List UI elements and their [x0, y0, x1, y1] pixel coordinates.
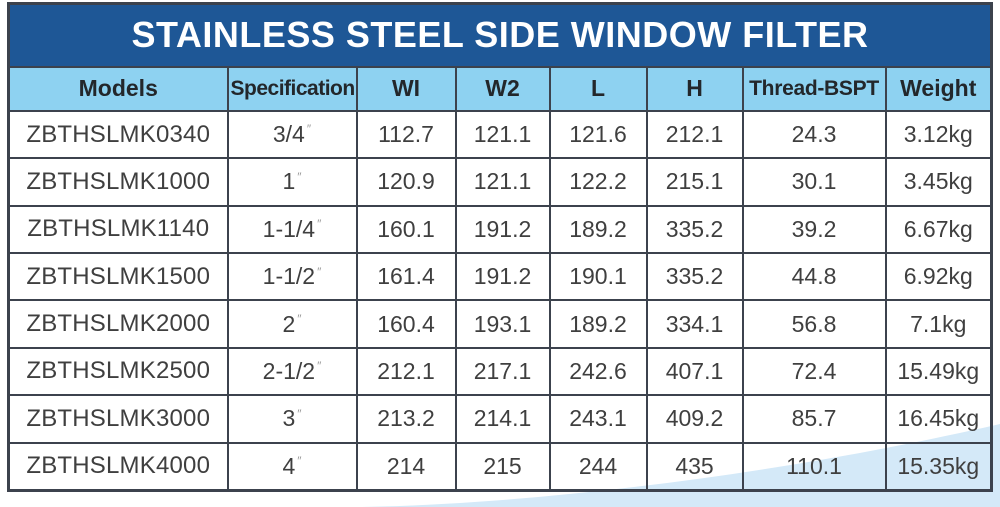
cell-thread: 30.1	[741, 157, 887, 207]
cell-w2: 191.2	[454, 204, 551, 255]
cell-w2: 217.1	[454, 346, 551, 397]
table-row: ZBTHSLMK4000 4 ″ 214 215 244 435 110.1 15.35kg	[7, 441, 993, 492]
cell-weight: 16.45kg	[884, 394, 993, 444]
table-row: ZBTHSLMK2500 2-1/2 ″ 212.1 217.1 242.6 407.1 72…	[7, 346, 993, 397]
cell-model: ZBTHSLMK3000	[7, 394, 229, 444]
cell-l: 121.6	[548, 109, 648, 160]
cell-thread: 44.8	[741, 251, 887, 302]
cell-l: 242.6	[548, 346, 648, 397]
table-row: ZBTHSLMK1140 1-1/4 ″ 160.1 191.2 189.2 335.2 39…	[7, 204, 993, 255]
cell-wi: 213.2	[355, 394, 457, 444]
cell-wi: 214	[355, 441, 457, 492]
table-row: ZBTHSLMK1000 1 ″ 120.9 121.1 122.2 215.1 30.1 3.…	[7, 157, 993, 207]
inch-mark: ″	[317, 217, 322, 232]
cell-l: 190.1	[548, 251, 648, 302]
column-header-l: L	[548, 65, 648, 112]
cell-wi: 160.4	[355, 299, 457, 349]
inch-mark: ″	[317, 264, 322, 279]
table-row: ZBTHSLMK1500 1-1/2 ″ 161.4 191.2 190.1 335.2 44…	[7, 251, 993, 302]
column-header-h: H	[645, 65, 744, 112]
table-row: ZBTHSLMK0340 3/4 ″ 112.7 121.1 121.6 212.1 24.3…	[7, 109, 993, 160]
cell-w2: 121.1	[454, 157, 551, 207]
cell-spec: 1-1/2 ″	[226, 251, 358, 302]
column-header-models: Models	[7, 65, 229, 112]
title-row: STAINLESS STEEL SIDE WINDOW FILTER	[7, 2, 993, 68]
cell-l: 189.2	[548, 204, 648, 255]
cell-model: ZBTHSLMK1500	[7, 251, 229, 302]
cell-spec: 3 ″	[226, 394, 358, 444]
cell-h: 407.1	[645, 346, 744, 397]
inch-mark: ″	[297, 406, 302, 421]
cell-l: 244	[548, 441, 648, 492]
cell-spec: 1-1/4 ″	[226, 204, 358, 255]
cell-model: ZBTHSLMK1000	[7, 157, 229, 207]
cell-h: 212.1	[645, 109, 744, 160]
cell-wi: 120.9	[355, 157, 457, 207]
cell-wi: 160.1	[355, 204, 457, 255]
spec-table: STAINLESS STEEL SIDE WINDOW FILTER Model…	[7, 2, 994, 492]
page-title: STAINLESS STEEL SIDE WINDOW FILTER	[7, 2, 993, 68]
cell-l: 122.2	[548, 157, 648, 207]
cell-spec: 1 ″	[226, 157, 358, 207]
cell-thread: 56.8	[741, 299, 887, 349]
cell-h: 409.2	[645, 394, 744, 444]
cell-weight: 6.67kg	[884, 204, 993, 255]
column-header-weight: Weight	[884, 65, 993, 112]
cell-weight: 6.92kg	[884, 251, 993, 302]
column-header-wi: WI	[355, 65, 457, 112]
cell-w2: 215	[454, 441, 551, 492]
cell-weight: 3.12kg	[884, 109, 993, 160]
cell-weight: 15.35kg	[884, 441, 993, 492]
cell-model: ZBTHSLMK2500	[7, 346, 229, 397]
cell-spec: 3/4 ″	[226, 109, 358, 160]
table-row: ZBTHSLMK3000 3 ″ 213.2 214.1 243.1 409.2 85.7 16…	[7, 394, 993, 444]
cell-h: 335.2	[645, 204, 744, 255]
cell-h: 435	[645, 441, 744, 492]
cell-thread: 72.4	[741, 346, 887, 397]
cell-thread: 24.3	[741, 109, 887, 160]
inch-mark: ″	[297, 454, 302, 469]
cell-model: ZBTHSLMK2000	[7, 299, 229, 349]
cell-thread: 39.2	[741, 204, 887, 255]
cell-l: 243.1	[548, 394, 648, 444]
cell-wi: 161.4	[355, 251, 457, 302]
cell-w2: 191.2	[454, 251, 551, 302]
table-row: ZBTHSLMK2000 2 ″ 160.4 193.1 189.2 334.1 56.8 7.…	[7, 299, 993, 349]
cell-wi: 212.1	[355, 346, 457, 397]
inch-mark: ″	[317, 359, 322, 374]
cell-w2: 193.1	[454, 299, 551, 349]
cell-model: ZBTHSLMK0340	[7, 109, 229, 160]
cell-weight: 15.49kg	[884, 346, 993, 397]
cell-w2: 121.1	[454, 109, 551, 160]
cell-spec: 2-1/2 ″	[226, 346, 358, 397]
cell-spec: 2 ″	[226, 299, 358, 349]
cell-thread: 85.7	[741, 394, 887, 444]
header-row: Models Specification WI W2 L H Thread-BSPT Weig…	[7, 65, 993, 112]
cell-spec: 4 ″	[226, 441, 358, 492]
column-header-w2: W2	[454, 65, 551, 112]
cell-weight: 7.1kg	[884, 299, 993, 349]
cell-h: 334.1	[645, 299, 744, 349]
inch-mark: ″	[297, 311, 302, 326]
column-header-specification: Specification	[226, 65, 358, 112]
column-header-thread-bspt: Thread-BSPT	[741, 65, 887, 112]
cell-l: 189.2	[548, 299, 648, 349]
cell-model: ZBTHSLMK4000	[7, 441, 229, 492]
cell-wi: 112.7	[355, 109, 457, 160]
cell-h: 215.1	[645, 157, 744, 207]
cell-weight: 3.45kg	[884, 157, 993, 207]
cell-model: ZBTHSLMK1140	[7, 204, 229, 255]
inch-mark: ″	[297, 169, 302, 184]
cell-h: 335.2	[645, 251, 744, 302]
cell-w2: 214.1	[454, 394, 551, 444]
inch-mark: ″	[306, 122, 312, 137]
cell-thread: 110.1	[741, 441, 887, 492]
